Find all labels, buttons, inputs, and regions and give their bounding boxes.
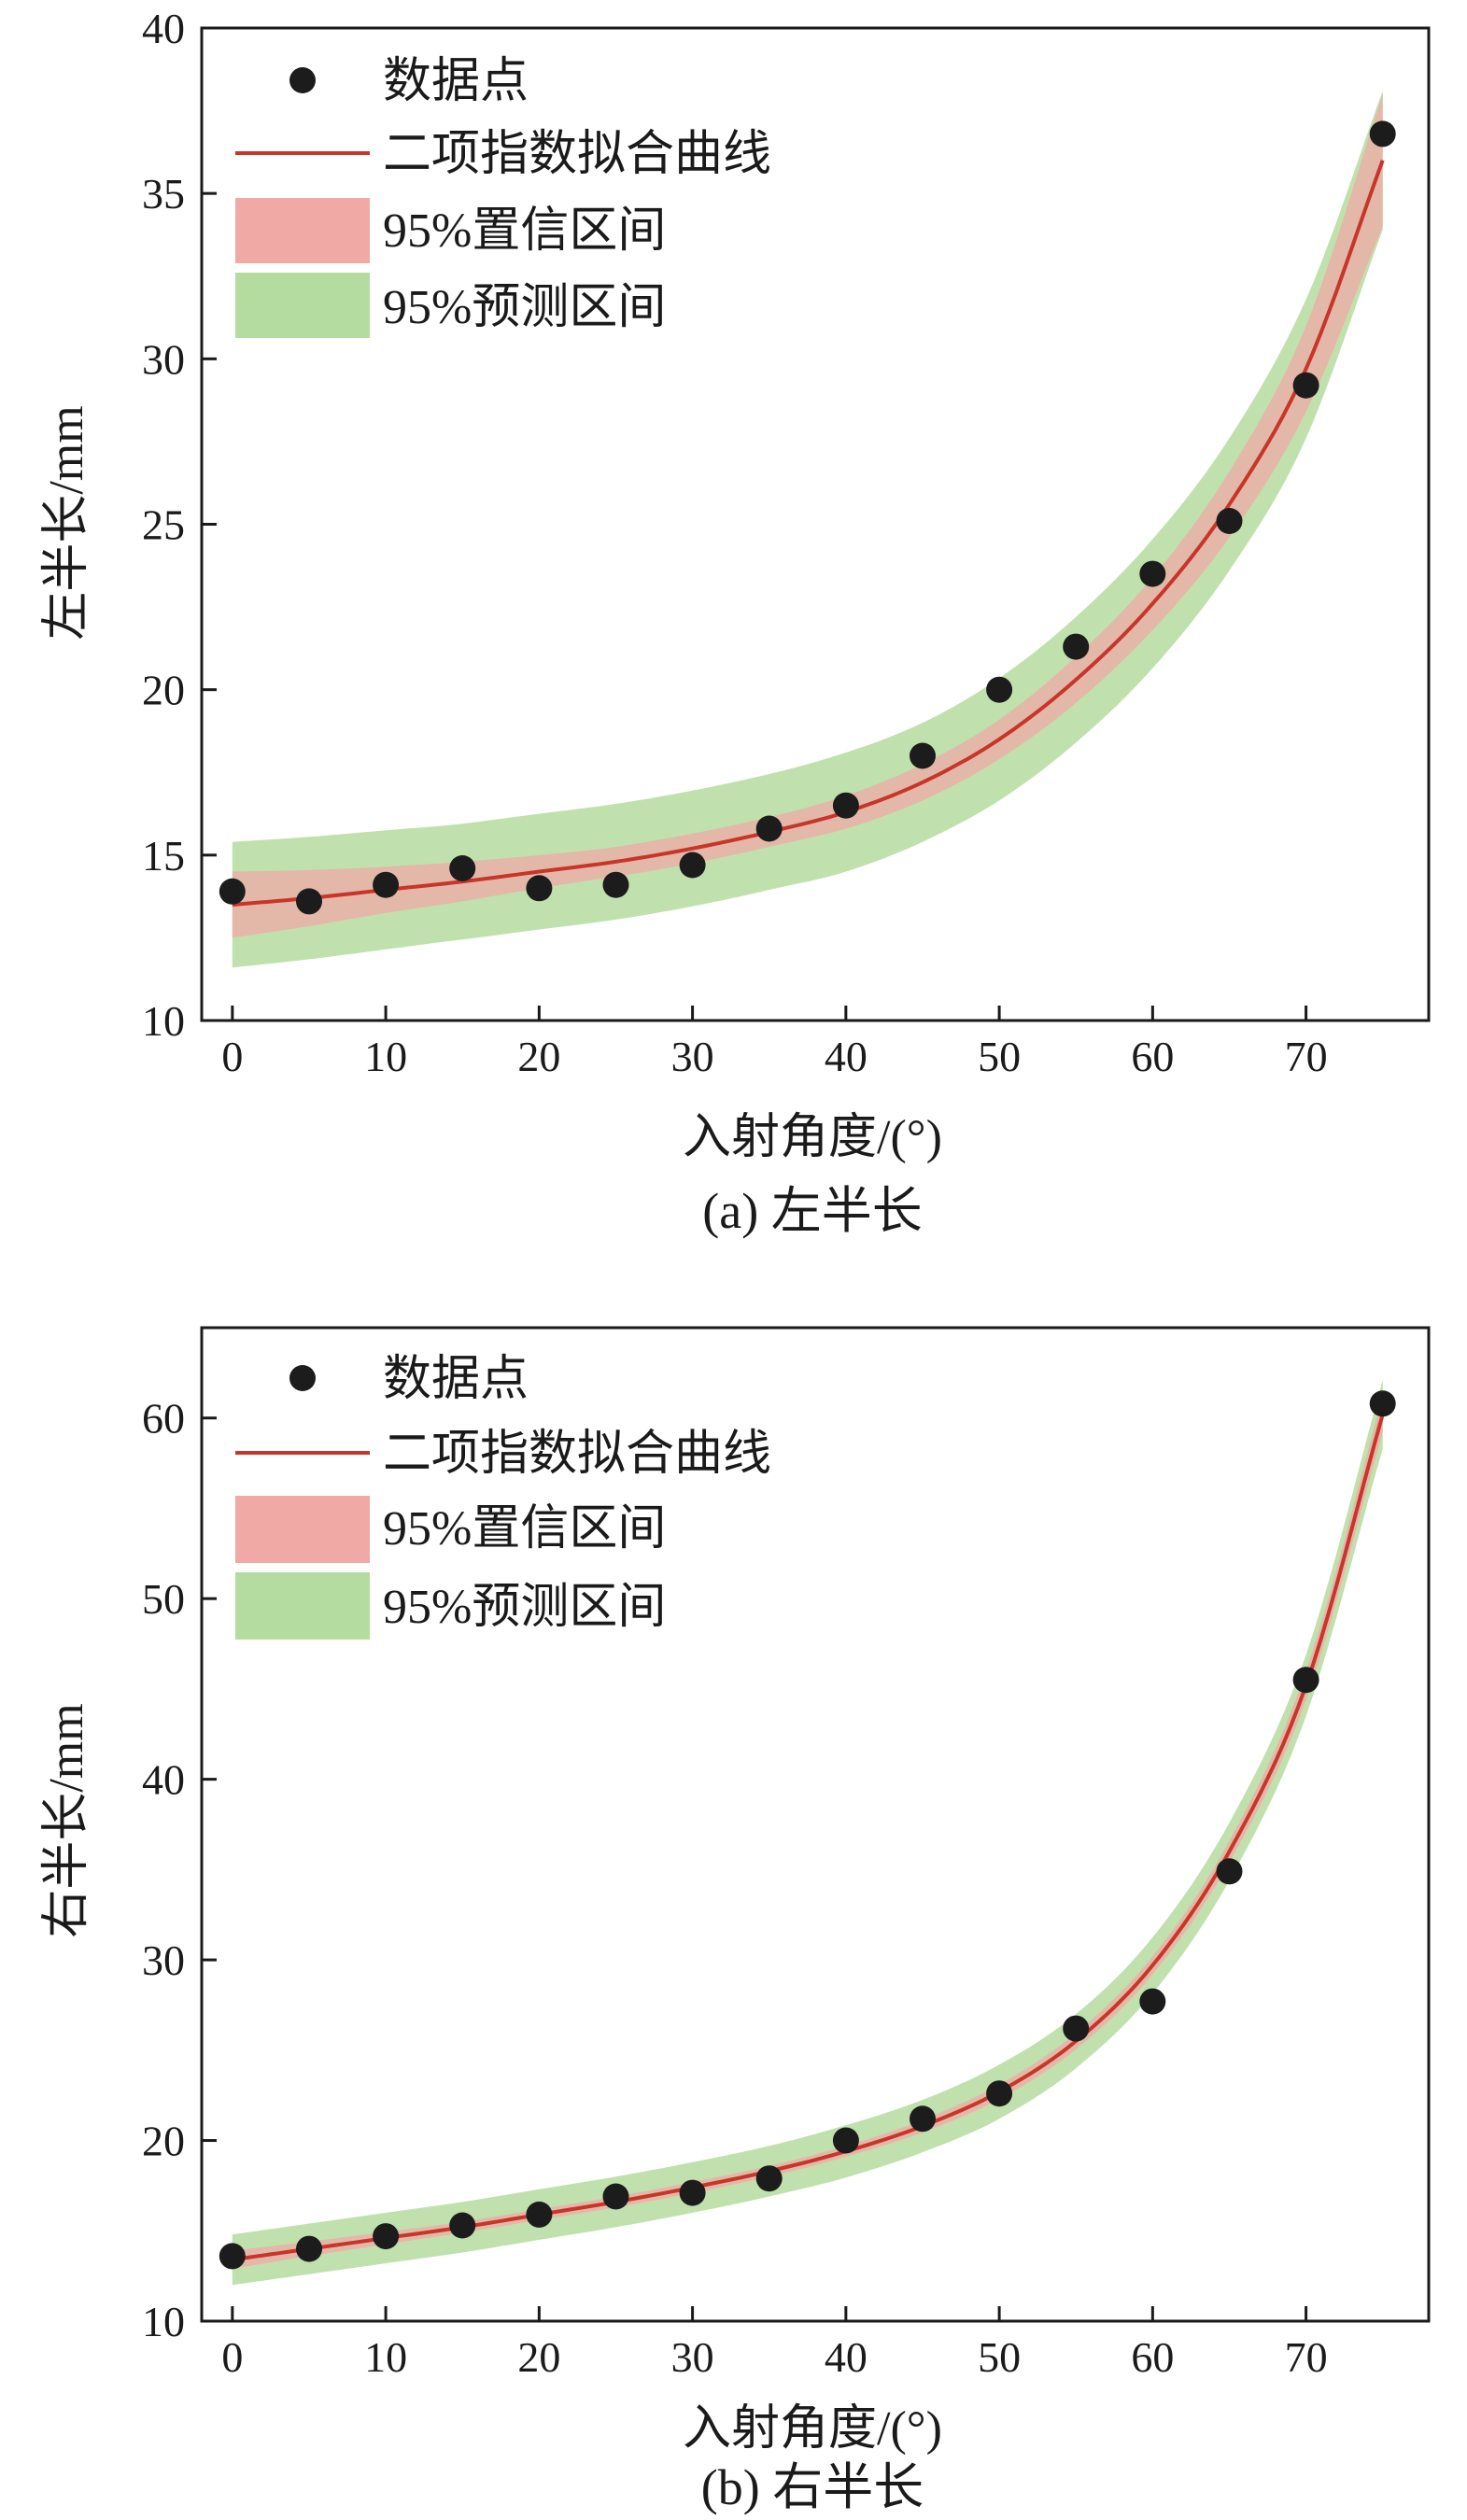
data-point <box>449 2212 476 2239</box>
data-point <box>755 2165 783 2192</box>
data-point <box>1369 120 1396 148</box>
y-tick-label: 10 <box>142 2298 185 2345</box>
legend-label-ci: 95%置信区间 <box>383 1502 666 1556</box>
x-tick-label: 40 <box>825 1033 868 1080</box>
legend-a: 数据点 二项指数拟合曲线 95%置信区间 95%预测区间 <box>235 55 771 338</box>
chart-panel-a: 0 10 20 30 40 50 60 70 10 15 20 25 30 35 40 数据点 二项指数拟合… <box>40 5 1431 1239</box>
legend-label-ci: 95%置信区间 <box>383 204 666 258</box>
data-point <box>602 871 629 898</box>
data-point <box>755 815 783 842</box>
data-point <box>832 792 859 819</box>
legend-marker-pi <box>235 1572 370 1640</box>
caption-b: (b) 右半长 <box>701 2459 924 2515</box>
x-tick-label: 10 <box>364 1033 407 1080</box>
x-tick-label: 70 <box>1285 2333 1328 2381</box>
y-tick-label: 50 <box>142 1575 185 1623</box>
data-points-a <box>219 120 1396 915</box>
y-tick-label: 40 <box>142 1756 185 1804</box>
data-point <box>296 888 322 915</box>
legend-label-pi: 95%预测区间 <box>383 1581 666 1634</box>
legend-label-points: 数据点 <box>383 55 529 108</box>
y-tick-label: 20 <box>142 667 185 714</box>
caption-a: (a) 左半长 <box>702 1183 922 1239</box>
legend-marker-points <box>289 1365 316 1391</box>
y-tick-label: 60 <box>142 1395 185 1443</box>
x-tick-label: 60 <box>1131 2333 1174 2381</box>
data-point <box>1139 560 1166 587</box>
data-point <box>296 2235 322 2262</box>
x-tick-label: 40 <box>825 2333 868 2381</box>
data-point <box>1216 508 1243 534</box>
x-tick-label: 30 <box>671 1033 714 1080</box>
data-point <box>373 2223 400 2250</box>
data-point <box>219 878 246 905</box>
x-tick-label: 30 <box>671 2333 714 2381</box>
axes-a: 0 10 20 30 40 50 60 70 10 15 20 25 30 35 40 <box>142 5 1431 1080</box>
fit-curve-line <box>232 160 1385 907</box>
axes-b: 0 10 20 30 40 50 60 70 10 20 30 40 50 60 <box>142 1326 1431 2381</box>
data-point <box>602 2183 629 2210</box>
x-tick-label: 60 <box>1131 1033 1174 1080</box>
data-point <box>1216 1858 1243 1885</box>
y-tick-label: 30 <box>142 1936 185 1984</box>
data-point <box>373 871 400 898</box>
legend-marker-ci <box>235 198 370 263</box>
data-point <box>910 742 936 769</box>
data-point <box>526 875 553 902</box>
y-axis-label-a: 左半长/mm <box>40 405 93 640</box>
y-tick-label: 20 <box>142 2118 185 2165</box>
y-tick-label: 30 <box>142 335 185 383</box>
x-tick-label: 50 <box>978 2333 1021 2381</box>
x-axis-label-b: 入射角度/(°) <box>683 2402 942 2456</box>
plot-frame <box>200 1326 1431 2323</box>
legend-label-fit: 二项指数拟合曲线 <box>383 1428 771 1481</box>
data-point <box>526 2201 553 2228</box>
legend-marker-ci <box>235 1496 370 1563</box>
x-tick-label: 70 <box>1285 1033 1328 1080</box>
y-tick-label: 25 <box>142 501 185 549</box>
x-tick-label: 20 <box>517 2333 560 2381</box>
data-point <box>986 676 1013 703</box>
data-point <box>679 2179 706 2206</box>
x-tick-label: 50 <box>978 1033 1021 1080</box>
data-point <box>1292 372 1319 399</box>
data-point <box>832 2127 859 2154</box>
data-point <box>679 852 706 879</box>
x-axis-label-a: 入射角度/(°) <box>683 1111 942 1164</box>
data-point <box>1139 1988 1166 2015</box>
data-point <box>910 2105 936 2133</box>
fit-curve-a <box>232 160 1385 907</box>
fit-curve-b <box>232 1414 1385 2262</box>
fit-curve-line <box>232 1414 1385 2262</box>
data-point <box>449 855 476 881</box>
y-tick-label: 35 <box>142 170 185 218</box>
legend-marker-points <box>289 67 316 93</box>
legend-label-points: 数据点 <box>383 1353 529 1406</box>
y-tick-label: 15 <box>142 832 185 880</box>
y-axis-label-b: 右半长/mm <box>40 1703 93 1937</box>
data-point <box>219 2243 246 2270</box>
y-tick-label: 10 <box>142 997 185 1045</box>
chart-panel-b: 0 10 20 30 40 50 60 70 10 20 30 40 50 60 数据点 二项指数拟合曲线… <box>40 1326 1431 2515</box>
data-point <box>986 2080 1013 2107</box>
legend-b: 数据点 二项指数拟合曲线 95%置信区间 95%预测区间 <box>235 1353 771 1640</box>
x-tick-label: 0 <box>221 2333 243 2381</box>
y-tick-label: 40 <box>142 5 185 52</box>
data-point <box>1063 633 1090 660</box>
x-tick-label: 10 <box>364 2333 407 2381</box>
legend-label-fit: 二项指数拟合曲线 <box>383 128 771 181</box>
x-tick-label: 0 <box>221 1033 243 1080</box>
legend-marker-pi <box>235 273 370 338</box>
legend-label-pi: 95%预测区间 <box>383 281 666 334</box>
data-point <box>1292 1667 1319 1694</box>
data-points-b <box>219 1390 1396 2270</box>
data-point <box>1369 1390 1396 1417</box>
data-point <box>1063 2015 1090 2042</box>
x-tick-label: 20 <box>517 1033 560 1080</box>
